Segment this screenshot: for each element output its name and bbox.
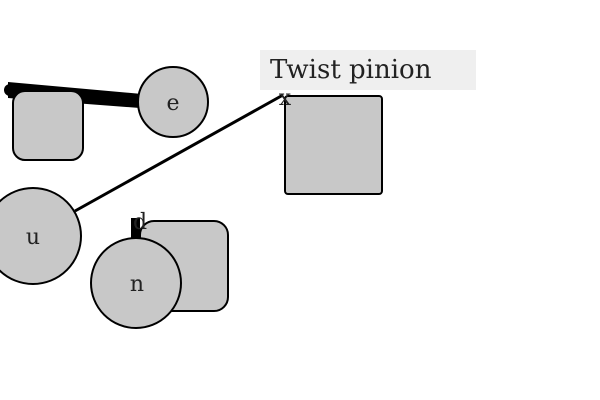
connector-end-knob	[4, 84, 16, 96]
node-e: e	[137, 66, 209, 138]
rounded-square-top-left	[12, 90, 84, 161]
node-x-square	[284, 95, 383, 195]
node-n-label: n	[130, 272, 144, 297]
node-x: x	[279, 86, 383, 195]
title-box: Twist pinion	[260, 50, 476, 90]
node-e-circle	[137, 66, 209, 138]
title-text: Twist pinion	[270, 55, 432, 85]
node-u-label: u	[26, 225, 40, 250]
node-u: u	[0, 187, 82, 285]
node-x-label: x	[279, 86, 292, 111]
node-n: n	[90, 237, 182, 329]
node-d-label: d	[133, 210, 147, 235]
node-e-label: e	[166, 91, 179, 116]
node-u-circle	[0, 187, 82, 285]
thick-connector-d	[131, 218, 140, 242]
node-n-circle	[90, 237, 182, 329]
line-u-to-x	[74, 93, 284, 213]
title-box-bg	[260, 50, 476, 90]
